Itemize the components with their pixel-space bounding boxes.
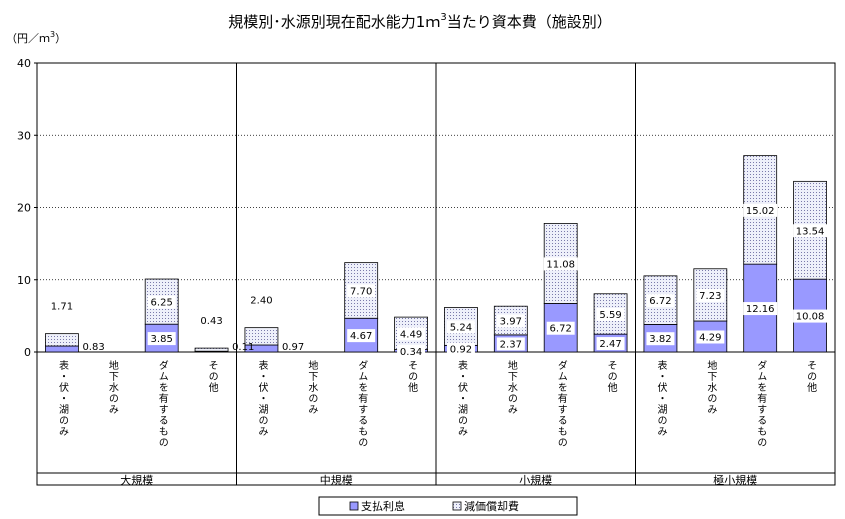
category-label: その他 bbox=[805, 360, 817, 393]
data-label-bg bbox=[596, 307, 625, 321]
category-label: ダムを有するもの bbox=[156, 360, 168, 448]
data-label-bg bbox=[347, 284, 376, 298]
category-labels: 表・伏・湖のみ 地下水のみ ダムを有するもの その他 表・伏・湖のみ 地下水のみ ダムを有す… bbox=[56, 359, 816, 448]
data-label-bg bbox=[347, 329, 376, 343]
data-label-bg bbox=[496, 314, 525, 328]
data-label-interest: 12.16 bbox=[746, 304, 775, 315]
y-tick-label: 20 bbox=[17, 202, 31, 215]
data-label-depreciation: 6.72 bbox=[649, 296, 671, 307]
data-label-bg bbox=[147, 332, 176, 346]
data-label-interest: 4.67 bbox=[350, 331, 372, 342]
category-label: ダムを有するもの bbox=[555, 360, 567, 448]
data-label-interest: 0.83 bbox=[82, 342, 104, 353]
group-label: 小規模 bbox=[519, 473, 552, 487]
data-label-depreciation: 5.59 bbox=[599, 310, 621, 321]
data-label-depreciation: 3.97 bbox=[500, 317, 522, 328]
data-label-bg bbox=[397, 327, 426, 341]
data-label-bg bbox=[446, 320, 475, 334]
data-label-depreciation: 2.40 bbox=[250, 296, 272, 307]
data-label-bg bbox=[743, 302, 778, 316]
legend-label-interest: 支払利息 bbox=[361, 499, 405, 513]
group-label: 極小規模 bbox=[713, 473, 757, 487]
data-label-depreciation: 7.23 bbox=[699, 291, 721, 302]
chart-title: 規模別･水源別現在配水能力1ｍ3当たり資本費（施設別） bbox=[228, 12, 611, 31]
category-label: 表・伏・湖のみ bbox=[256, 359, 268, 437]
category-label: 地下水のみ bbox=[505, 359, 517, 415]
legend-swatch-depreciation bbox=[452, 501, 462, 511]
category-label: その他 bbox=[605, 360, 617, 393]
y-tick-label: 30 bbox=[17, 129, 31, 142]
data-label-depreciation: 1.71 bbox=[51, 302, 73, 313]
y-axis-label: （円／ｍ3） bbox=[6, 30, 66, 45]
legend-box bbox=[318, 496, 578, 516]
legend: 支払利息 減価償却費 bbox=[318, 496, 578, 516]
y-tick-label: 0 bbox=[24, 346, 31, 359]
category-label: 表・伏・湖のみ bbox=[455, 359, 467, 437]
data-label-depreciation: 5.24 bbox=[450, 322, 472, 333]
data-label-interest: 3.82 bbox=[649, 334, 671, 345]
data-label-interest: 2.37 bbox=[500, 339, 522, 350]
y-axis-label-suffix: ） bbox=[55, 32, 66, 45]
data-label-depreciation: 0.43 bbox=[200, 316, 222, 327]
data-label-interest: 4.29 bbox=[699, 333, 721, 344]
y-axis-label-sup: 3 bbox=[50, 30, 55, 39]
category-label: 地下水のみ bbox=[106, 359, 118, 415]
legend-swatch-interest bbox=[349, 501, 359, 511]
data-label-depreciation: 6.25 bbox=[151, 298, 173, 309]
data-label-bg bbox=[546, 321, 575, 335]
group-label: 大規模 bbox=[120, 473, 153, 487]
data-label-interest: 0.11 bbox=[232, 342, 254, 353]
category-label: 地下水のみ bbox=[306, 359, 318, 415]
chart-title-suffix: 当たり資本費（施設別） bbox=[447, 13, 612, 31]
data-label-bg bbox=[793, 309, 828, 323]
data-label-bg bbox=[793, 224, 828, 238]
chart-title-sup: 3 bbox=[440, 12, 446, 23]
data-label-interest: 2.47 bbox=[599, 339, 621, 350]
data-label-bg bbox=[543, 257, 578, 271]
data-label-bg bbox=[696, 330, 725, 344]
category-label: 表・伏・湖のみ bbox=[56, 359, 68, 437]
category-label: 表・伏・湖のみ bbox=[655, 359, 667, 437]
bar-labels: 0.83 1.71 3.85 6.25 0.11 0.43 0.97 2.40 4.67 7.70… bbox=[51, 203, 828, 358]
y-ticks: 0 10 20 30 40 bbox=[17, 57, 37, 359]
data-label-bg bbox=[646, 294, 675, 308]
data-label-bg bbox=[743, 203, 778, 217]
data-label-depreciation: 4.49 bbox=[400, 329, 422, 340]
group-label: 中規模 bbox=[320, 473, 353, 487]
data-label-interest: 0.34 bbox=[400, 347, 422, 358]
data-label-bg bbox=[646, 332, 675, 346]
y-tick-label: 10 bbox=[17, 274, 31, 287]
data-label-interest: 6.72 bbox=[550, 324, 572, 335]
data-label-bg bbox=[596, 337, 625, 351]
data-label-bg bbox=[696, 288, 725, 302]
data-label-depreciation: 11.08 bbox=[546, 259, 575, 270]
category-label: その他 bbox=[406, 360, 418, 393]
bar-depreciation bbox=[45, 333, 79, 347]
data-label-bg bbox=[397, 344, 426, 358]
y-tick-label: 40 bbox=[17, 57, 31, 70]
group-labels: 大規模 中規模 小規模 極小規模 bbox=[120, 473, 757, 487]
chart-title-main: 規模別･水源別現在配水能力1ｍ bbox=[228, 13, 440, 31]
data-label-depreciation: 15.02 bbox=[746, 206, 775, 217]
category-label: ダムを有するもの bbox=[755, 360, 767, 448]
data-label-interest: 10.08 bbox=[796, 312, 825, 323]
legend-label-depreciation: 減価償却費 bbox=[464, 499, 519, 513]
y-axis-label-main: （円／ｍ bbox=[6, 32, 50, 45]
category-label: ダムを有するもの bbox=[356, 360, 368, 448]
data-label-depreciation: 13.54 bbox=[796, 226, 825, 237]
bar-depreciation bbox=[194, 347, 229, 352]
data-label-depreciation: 7.70 bbox=[350, 286, 372, 297]
data-label-interest: 0.97 bbox=[282, 342, 304, 353]
data-label-bg bbox=[147, 295, 176, 309]
data-label-bg bbox=[446, 342, 475, 356]
category-label: その他 bbox=[206, 360, 218, 393]
bar-interest bbox=[45, 345, 79, 353]
data-label-interest: 3.85 bbox=[151, 334, 173, 345]
data-label-bg bbox=[496, 337, 525, 351]
data-label-interest: 0.92 bbox=[450, 345, 472, 356]
bar-depreciation bbox=[244, 327, 279, 346]
category-label: 地下水のみ bbox=[705, 359, 717, 415]
